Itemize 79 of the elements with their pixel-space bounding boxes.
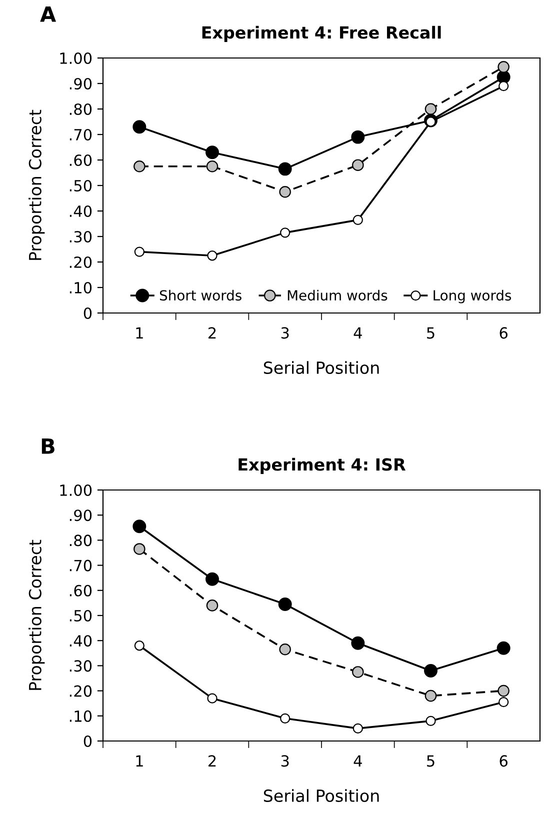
y-tick-label: .20: [70, 685, 92, 697]
y-tick-label: .30: [70, 230, 92, 243]
x-tick-label: 5: [427, 327, 434, 339]
point: [132, 120, 146, 134]
point: [424, 690, 437, 702]
y-tick-label: .70: [70, 560, 92, 572]
legend-label: Short words: [160, 290, 242, 301]
point: [206, 160, 218, 172]
point: [206, 146, 219, 160]
point: [280, 228, 290, 238]
point: [352, 159, 364, 171]
y-tick-label: .10: [70, 282, 92, 294]
point: [132, 520, 146, 534]
x-tick-label: 2: [208, 755, 216, 766]
point: [426, 716, 436, 726]
y-tick-label: 1.00: [60, 484, 92, 496]
x-tick-label: 1: [136, 755, 143, 766]
x-tick-label: 3: [281, 327, 289, 339]
y-tick-label: .20: [70, 256, 92, 268]
point: [426, 116, 436, 127]
y-tick-label: .40: [70, 205, 92, 218]
point: [498, 697, 509, 708]
y-tick-label: .80: [70, 534, 92, 546]
y-tick-label: .70: [70, 128, 92, 141]
legend-label: Medium words: [288, 290, 388, 301]
x-tick-label: 4: [354, 755, 362, 766]
point: [206, 572, 219, 586]
point: [424, 664, 438, 678]
y-tick-label: 0: [84, 735, 92, 748]
point: [352, 214, 363, 225]
x-tick-label: 2: [208, 327, 216, 338]
x-tick-label: 3: [281, 755, 289, 767]
y-tick-label: .90: [70, 510, 92, 522]
point: [134, 640, 144, 651]
point: [134, 246, 144, 257]
y-tick-label: .60: [70, 584, 92, 596]
point: [278, 162, 292, 176]
point: [498, 80, 509, 92]
y-tick-label: .60: [70, 154, 92, 166]
y-tick-label: .80: [70, 103, 92, 116]
x-tick-label: 6: [500, 755, 508, 767]
point: [279, 186, 291, 198]
x-tick-label: 5: [427, 755, 434, 767]
legend-label: Long words: [434, 290, 512, 304]
y-tick-label: .30: [70, 660, 92, 672]
point: [134, 543, 146, 555]
text: B: [42, 438, 54, 454]
x-tick-label: 1: [136, 327, 143, 338]
y-tick-label: .50: [70, 180, 92, 192]
point: [496, 641, 510, 655]
point: [352, 723, 363, 734]
y-tick-label: .10: [70, 710, 92, 722]
x-tick-label: 4: [354, 327, 362, 338]
point: [278, 597, 292, 611]
x-axis-title: Serial Position: [264, 789, 379, 802]
point: [498, 684, 510, 697]
y-axis-title: Proportion Correct: [28, 540, 45, 690]
point: [206, 600, 218, 612]
point: [424, 103, 437, 115]
point: [280, 713, 290, 724]
text: A: [40, 6, 56, 22]
point: [207, 250, 218, 261]
point: [207, 693, 218, 704]
point: [351, 636, 365, 650]
y-tick-label: .40: [70, 635, 92, 647]
chart-title: Experiment 4: ISR: [238, 458, 406, 474]
y-tick-label: .90: [70, 78, 92, 90]
y-tick-label: .50: [70, 610, 92, 622]
y-tick-label: 0: [84, 307, 92, 320]
x-axis-title: Serial Position: [264, 361, 379, 374]
y-axis-title: Proportion Correct: [28, 110, 45, 260]
chart-title: Experiment 4: Free Recall: [202, 26, 441, 42]
x-tick-label: 6: [500, 327, 508, 339]
y-tick-label: 1.00: [60, 52, 92, 64]
point: [351, 130, 365, 144]
point: [498, 61, 510, 73]
point: [134, 160, 146, 172]
point: [279, 643, 291, 656]
point: [352, 666, 364, 678]
